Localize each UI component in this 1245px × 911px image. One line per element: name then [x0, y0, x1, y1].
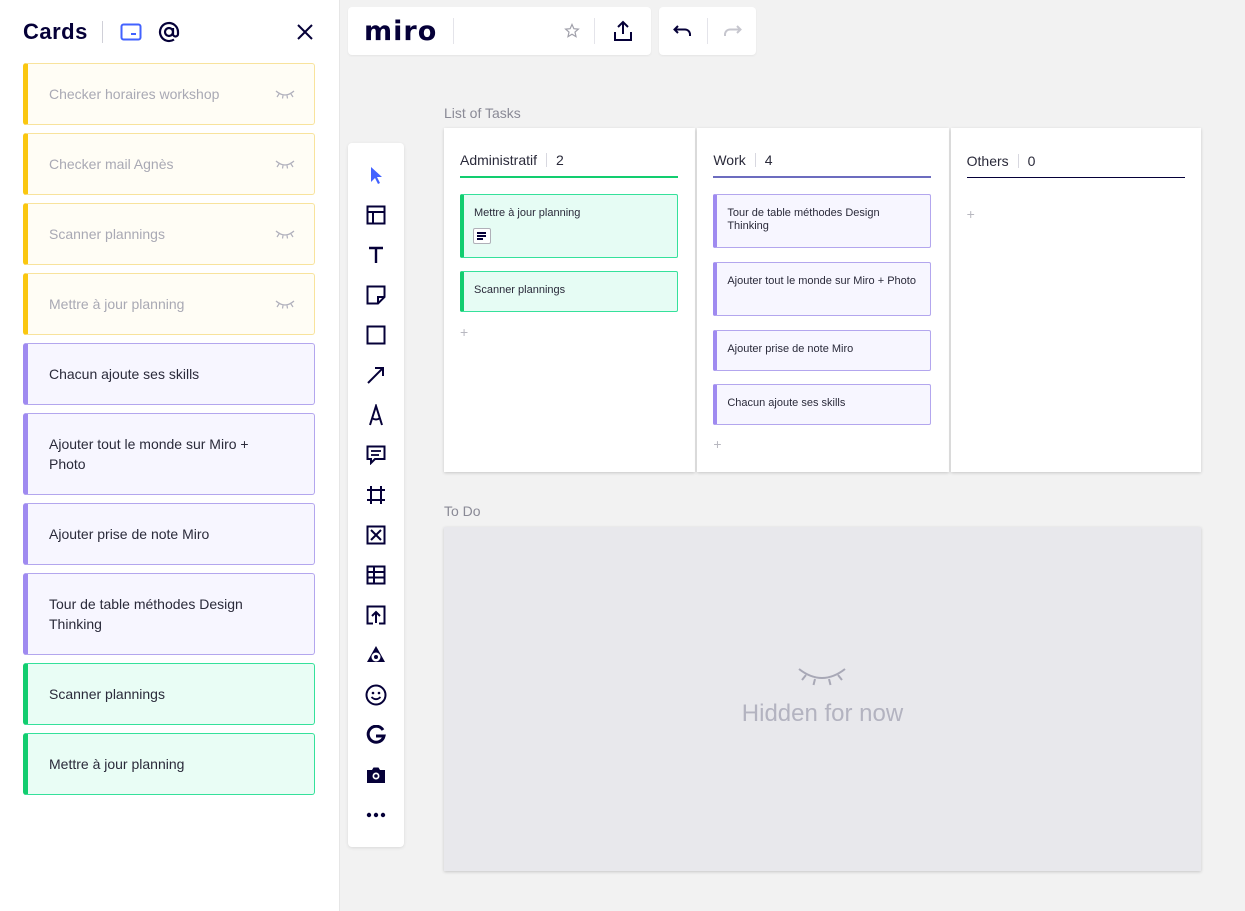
at-icon[interactable] [157, 20, 181, 44]
cards-panel: Cards Checker horaires workshop Checker … [0, 0, 340, 911]
column-header[interactable]: Administratif 2 [460, 144, 678, 178]
column-header[interactable]: Others 0 [966, 144, 1185, 178]
line-icon[interactable] [362, 361, 390, 389]
close-icon [297, 24, 313, 40]
kanban-column-work: Work 4 Tour de table méthodes Design Thi… [697, 128, 949, 472]
card-text: Mettre à jour planning [49, 756, 185, 772]
kanban-card[interactable]: Mettre à jour planning [460, 194, 678, 258]
column-title: Administratif [460, 152, 538, 168]
list-item[interactable]: Ajouter prise de note Miro [23, 503, 315, 565]
creation-toolbar [348, 143, 404, 847]
kanban-column-administratif: Administratif 2 Mettre à jour planning S… [444, 128, 696, 472]
list-item[interactable]: Chacun ajoute ses skills [23, 343, 315, 405]
card-text: Mettre à jour planning [474, 207, 581, 219]
card-text: Ajouter prise de note Miro [727, 343, 854, 355]
column-count: 4 [764, 152, 773, 168]
sticky-note-icon[interactable] [362, 281, 390, 309]
emoji-icon[interactable] [362, 681, 390, 709]
kanban-card[interactable]: Ajouter prise de note Miro [713, 330, 932, 371]
board-header: miro [348, 7, 651, 55]
comment-icon[interactable] [362, 441, 390, 469]
card-text: Checker horaires workshop [49, 86, 220, 102]
column-count: 2 [556, 152, 564, 168]
select-icon[interactable] [362, 161, 390, 189]
kanban-card[interactable]: Chacun ajoute ses skills [713, 384, 932, 425]
description-icon [473, 228, 491, 244]
hidden-for-now-text: Hidden for now [741, 700, 904, 727]
count-divider [546, 153, 548, 167]
list-item[interactable]: Checker mail Agnès [23, 133, 315, 195]
column-count: 0 [1027, 152, 1036, 169]
panel-header: Cards [23, 16, 323, 48]
hidden-eye-icon [275, 160, 295, 169]
card-text: Mettre à jour planning [49, 296, 185, 312]
hidden-eye-icon [275, 300, 295, 309]
frame-icon[interactable] [362, 481, 390, 509]
card-text: Ajouter prise de note Miro [49, 526, 210, 542]
hidden-eye-icon [275, 90, 295, 99]
list-item[interactable]: Scanner plannings [23, 203, 315, 265]
table-icon[interactable] [362, 561, 390, 589]
undo-redo-group [659, 7, 756, 55]
star-icon[interactable] [562, 21, 582, 41]
card-text: Tour de table méthodes Design Thinking [49, 596, 243, 632]
card-icon[interactable] [119, 20, 143, 44]
frame-label-to-do[interactable]: To Do [444, 503, 481, 519]
list-item[interactable]: Scanner plannings [23, 663, 315, 725]
kanban-card[interactable]: Scanner plannings [460, 271, 678, 312]
card-text: Tour de table méthodes Design Thinking [727, 207, 880, 232]
card-text: Scanner plannings [49, 226, 165, 242]
list-item[interactable]: Checker horaires workshop [23, 63, 315, 125]
count-divider [754, 153, 756, 167]
list-item[interactable]: Tour de table méthodes Design Thinking [23, 573, 315, 655]
hidden-eye-icon [798, 668, 846, 686]
header-divider [453, 18, 455, 44]
header-divider [101, 21, 103, 43]
kanban-column-others: Others 0 + [950, 128, 1201, 472]
card-text: Chacun ajoute ses skills [727, 397, 846, 409]
upload-icon[interactable] [362, 601, 390, 629]
card-text: Scanner plannings [49, 686, 165, 702]
add-card-button[interactable]: + [966, 206, 975, 222]
close-button[interactable] [293, 20, 317, 44]
column-title: Others [966, 152, 1009, 169]
panel-card-list: Checker horaires workshop Checker mail A… [23, 63, 315, 803]
column-header[interactable]: Work 4 [713, 144, 932, 178]
app-icon[interactable] [362, 641, 390, 669]
count-divider [1017, 153, 1019, 168]
add-card-button[interactable]: + [460, 324, 469, 340]
redo-icon[interactable] [708, 7, 756, 55]
todo-frame[interactable]: Hidden for now [444, 527, 1201, 871]
text-icon[interactable] [362, 241, 390, 269]
header-divider [594, 18, 595, 44]
card-text: Ajouter tout le monde sur Miro + Photo [727, 275, 916, 287]
frame-label-list-of-tasks[interactable]: List of Tasks [444, 105, 521, 121]
header-divider [707, 18, 708, 44]
kanban-card[interactable]: Tour de table méthodes Design Thinking [713, 194, 932, 248]
card-text: Ajouter tout le monde sur Miro + Photo [49, 436, 249, 472]
shape-icon[interactable] [362, 321, 390, 349]
kanban-card[interactable]: Ajouter tout le monde sur Miro + Photo [713, 262, 932, 316]
card-text: Chacun ajoute ses skills [49, 366, 200, 382]
more-icon[interactable] [362, 801, 390, 829]
placeholder-icon[interactable] [362, 521, 390, 549]
upload-icon[interactable] [595, 7, 651, 55]
pen-icon[interactable] [362, 401, 390, 429]
card-text: Scanner plannings [474, 284, 566, 296]
miro-logo[interactable]: miro [364, 15, 438, 47]
hidden-eye-icon [275, 230, 295, 239]
list-item[interactable]: Mettre à jour planning [23, 273, 315, 335]
kanban-board: Administratif 2 Mettre à jour planning S… [444, 128, 1201, 472]
undo-icon[interactable] [659, 7, 707, 55]
list-item[interactable]: Ajouter tout le monde sur Miro + Photo [23, 413, 315, 495]
card-text: Checker mail Agnès [49, 156, 174, 172]
list-item[interactable]: Mettre à jour planning [23, 733, 315, 795]
template-icon[interactable] [362, 201, 390, 229]
add-card-button[interactable]: + [713, 436, 722, 452]
camera-icon[interactable] [362, 761, 390, 789]
google-icon[interactable] [362, 721, 390, 749]
column-title: Work [713, 152, 746, 168]
panel-title: Cards [23, 19, 88, 44]
